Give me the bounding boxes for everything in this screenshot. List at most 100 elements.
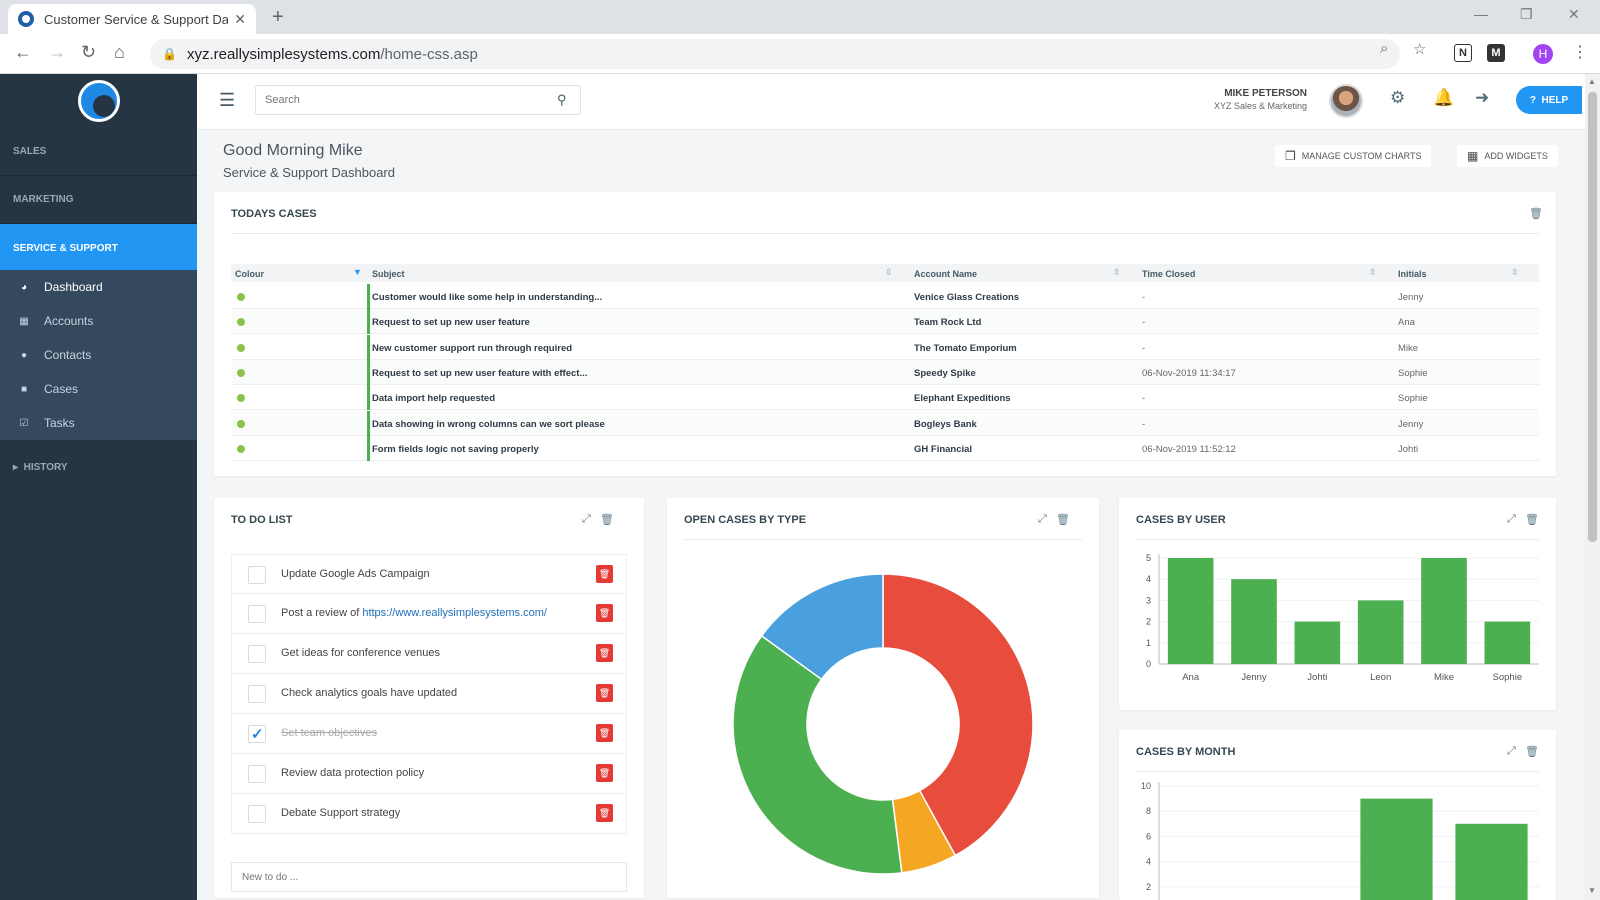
new-todo-input[interactable]	[231, 862, 627, 892]
search-icon[interactable]: ⚲	[557, 92, 567, 107]
donut-slice[interactable]	[882, 573, 1034, 857]
sort-icon[interactable]: ⇳	[1511, 267, 1519, 277]
logout-icon[interactable]: ➜	[1475, 88, 1490, 107]
bar[interactable]	[1360, 798, 1433, 900]
manage-custom-charts-button[interactable]: ❐ MANAGE CUSTOM CHARTS	[1275, 145, 1432, 167]
home-icon[interactable]: ⌂	[114, 42, 125, 62]
sidebar-item-tasks[interactable]: ☑ Tasks	[18, 416, 75, 430]
extension-m-icon[interactable]: M	[1487, 44, 1505, 62]
forward-icon[interactable]: →	[48, 42, 66, 62]
restore-icon[interactable]: ❐	[1520, 6, 1533, 22]
todo-checkbox[interactable]	[248, 725, 266, 743]
todo-link[interactable]: https://www.reallysimplesystems.com/	[362, 607, 547, 619]
menu-icon[interactable]: ☰	[219, 90, 236, 110]
donut-slice[interactable]	[732, 634, 903, 875]
column-account-name[interactable]: Account Name	[914, 269, 978, 279]
open-cases-by-type-panel: OPEN CASES BY TYPE ⤢ 🗑	[667, 498, 1099, 898]
add-widgets-button[interactable]: ▦ ADD WIDGETS	[1457, 145, 1558, 167]
sort-icon[interactable]: ⇳	[885, 267, 893, 277]
close-tab-icon[interactable]: ✕	[234, 10, 246, 27]
delete-todo-button[interactable]: 🗑	[596, 764, 613, 782]
sort-desc-icon[interactable]: ▼	[353, 267, 362, 277]
url-field[interactable]: 🔒 xyz.reallysimplesystems.com/home-css.a…	[150, 39, 1400, 69]
new-tab-icon[interactable]: +	[272, 6, 284, 28]
delete-todo-button[interactable]: 🗑	[596, 684, 613, 702]
bar[interactable]	[1357, 600, 1404, 664]
bar[interactable]	[1455, 823, 1528, 900]
column-initials[interactable]: Initials	[1398, 269, 1427, 279]
trash-icon: 🗑	[598, 807, 611, 818]
trash-icon[interactable]: 🗑	[1529, 208, 1543, 220]
url-host: xyz.reallysimplesystems.com	[186, 45, 381, 63]
sort-icon[interactable]: ⇳	[1113, 267, 1121, 277]
todo-checkbox[interactable]	[248, 805, 266, 823]
trash-icon[interactable]: 🗑	[1056, 514, 1070, 526]
browser-tab[interactable]: Customer Service & Support Dashboard ✕	[8, 4, 256, 34]
table-row[interactable]: Request to set up new user feature Team R…	[231, 309, 1539, 335]
sidebar-item-dashboard[interactable]: ◕ Dashboard	[18, 280, 103, 294]
todo-checkbox[interactable]	[248, 605, 266, 623]
sidebar-item-accounts[interactable]: ▦ Accounts	[18, 314, 93, 328]
table-row[interactable]: Request to set up new user feature with …	[231, 359, 1539, 385]
donut-slice[interactable]	[760, 573, 884, 681]
column-colour[interactable]: Colour	[235, 269, 264, 279]
sidebar-item-contacts[interactable]: ● Contacts	[18, 348, 91, 362]
logo[interactable]	[78, 80, 120, 122]
cell-time-closed: 06-Nov-2019 11:34:17	[1142, 367, 1236, 379]
column-subject[interactable]: Subject	[372, 269, 405, 279]
todo-checkbox[interactable]	[248, 645, 266, 663]
y-tick-label: 6	[1146, 831, 1151, 841]
expand-icon[interactable]: ⤢	[1038, 513, 1047, 525]
table-row[interactable]: Data import help requested Elephant Exped…	[231, 385, 1539, 411]
sidebar-section-marketing[interactable]: MARKETING	[0, 176, 197, 224]
help-button[interactable]: ? HELP	[1516, 86, 1582, 114]
delete-todo-button[interactable]: 🗑	[596, 724, 613, 742]
scroll-up-icon[interactable]: ▲	[1588, 77, 1596, 86]
expand-icon[interactable]: ⤢	[582, 513, 591, 525]
bar[interactable]	[1421, 558, 1467, 664]
todo-checkbox[interactable]	[248, 685, 266, 703]
sidebar-history[interactable]: ▸ HISTORY	[13, 462, 68, 473]
bar[interactable]	[1167, 558, 1214, 664]
column-time-closed[interactable]: Time Closed	[1142, 269, 1196, 279]
search-input[interactable]	[255, 85, 581, 115]
sidebar-section-service-support[interactable]: SERVICE & SUPPORT	[0, 224, 197, 272]
bar[interactable]	[1484, 621, 1531, 664]
minimize-icon[interactable]: —	[1474, 6, 1488, 22]
scroll-down-icon[interactable]: ▼	[1588, 886, 1596, 895]
table-row[interactable]: Data showing in wrong columns can we sor…	[231, 410, 1539, 436]
trash-icon[interactable]: 🗑	[1525, 746, 1539, 758]
delete-todo-button[interactable]: 🗑	[596, 644, 613, 662]
scroll-thumb[interactable]	[1588, 92, 1597, 542]
star-icon[interactable]: ☆	[1413, 41, 1427, 58]
bar[interactable]	[1231, 579, 1277, 664]
close-window-icon[interactable]: ✕	[1568, 6, 1580, 22]
profile-avatar[interactable]: H	[1533, 44, 1553, 64]
table-row[interactable]: New customer support run through require…	[231, 334, 1539, 360]
vertical-scrollbar[interactable]: ▲ ▼	[1585, 74, 1600, 900]
reload-icon[interactable]: ↻	[81, 42, 97, 62]
expand-icon[interactable]: ⤢	[1507, 745, 1516, 757]
trash-icon[interactable]: 🗑	[1525, 514, 1539, 526]
avatar[interactable]	[1329, 84, 1363, 118]
todo-checkbox[interactable]	[248, 566, 266, 584]
extension-n-icon[interactable]: N	[1454, 44, 1472, 62]
sidebar-section-sales[interactable]: SALES	[0, 128, 197, 176]
table-row[interactable]: Customer would like some help in underst…	[231, 284, 1539, 309]
trash-icon[interactable]: 🗑	[600, 514, 614, 526]
delete-todo-button[interactable]: 🗑	[596, 804, 613, 822]
bar[interactable]	[1294, 621, 1341, 664]
sort-icon[interactable]: ⇳	[1369, 267, 1377, 277]
todo-checkbox[interactable]	[248, 765, 266, 783]
bell-icon[interactable]: 🔔	[1433, 88, 1455, 107]
zoom-icon[interactable]: ⌕	[1380, 40, 1389, 57]
settings-icon[interactable]: ⚙	[1390, 88, 1406, 107]
back-icon[interactable]: ←	[14, 42, 32, 62]
user-info[interactable]: MIKE PETERSON XYZ Sales & Marketing	[1214, 88, 1307, 111]
delete-todo-button[interactable]: 🗑	[596, 604, 613, 622]
expand-icon[interactable]: ⤢	[1507, 513, 1516, 525]
sidebar-item-cases[interactable]: ■ Cases	[18, 382, 78, 396]
browser-menu-icon[interactable]: ⋮	[1572, 44, 1588, 61]
delete-todo-button[interactable]: 🗑	[596, 565, 613, 583]
table-row[interactable]: Form fields logic not saving properly GH …	[231, 435, 1539, 461]
